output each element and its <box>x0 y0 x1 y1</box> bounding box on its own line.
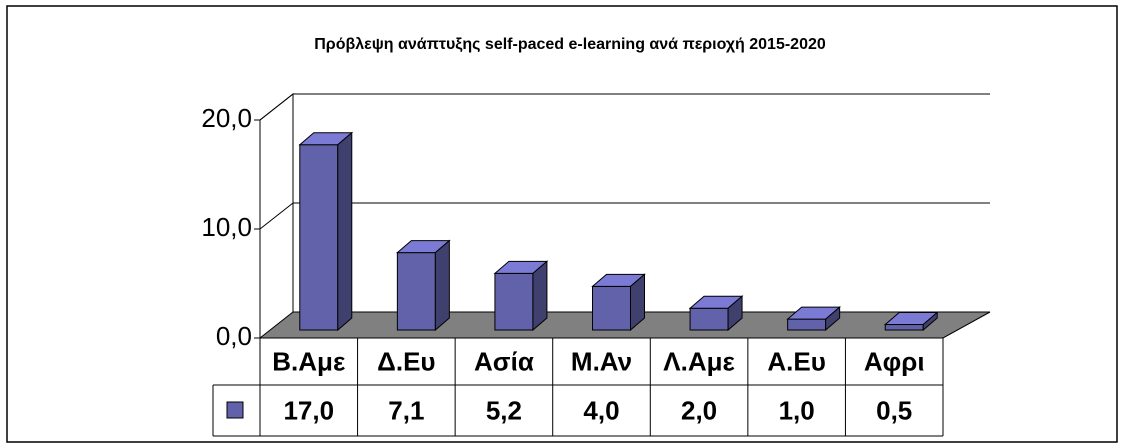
legend-swatch <box>226 401 244 419</box>
chart-title: Πρόβλεψη ανάπτυξης self-paced e-learning… <box>314 36 826 53</box>
x-tick-label: Ασία <box>474 346 534 376</box>
y-tick-label: 20,0 <box>201 103 252 133</box>
bar <box>689 307 729 331</box>
data-label: 0,5 <box>876 395 912 425</box>
bar-side <box>630 273 645 332</box>
data-label: 7,1 <box>388 395 424 425</box>
x-tick-label: Λ.Αμε <box>663 346 735 376</box>
grid-line <box>259 202 294 230</box>
bar-side <box>434 239 450 332</box>
bar <box>592 285 631 331</box>
chart-frame <box>6 5 1118 443</box>
bar <box>396 252 436 331</box>
y-tick-label: 0,0 <box>216 321 252 351</box>
grid-line <box>259 93 294 121</box>
bar-side <box>532 260 548 332</box>
x-tick-label: Β.Αμε <box>272 346 345 376</box>
bar-side <box>337 131 353 332</box>
y-tick-label: 10,0 <box>201 212 252 242</box>
x-tick-label: Δ.Ευ <box>377 346 435 376</box>
x-tick-label: Μ.Αν <box>571 346 632 376</box>
bar <box>299 144 339 331</box>
data-label: 5,2 <box>486 395 522 425</box>
bar <box>494 272 534 331</box>
bar-side <box>727 295 743 332</box>
bar-side <box>922 311 938 332</box>
data-label: 1,0 <box>779 395 815 425</box>
data-label: 4,0 <box>583 395 619 425</box>
bar <box>787 318 827 331</box>
x-tick-label: Α.Ευ <box>767 346 825 376</box>
data-label: 17,0 <box>283 395 334 425</box>
bar-side <box>825 306 841 332</box>
x-tick-label: Αφρι <box>864 346 925 376</box>
data-label: 2,0 <box>681 395 717 425</box>
bar <box>884 324 924 331</box>
